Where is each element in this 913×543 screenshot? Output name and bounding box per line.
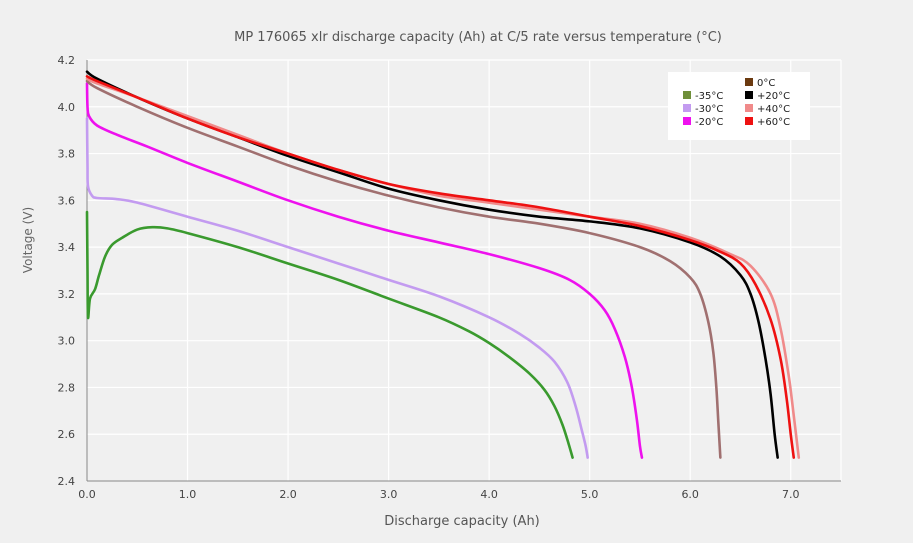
x-tick-label: 7.0 [782, 488, 800, 501]
y-tick-label: 3.8 [58, 148, 76, 161]
legend-box [668, 72, 810, 140]
y-tick-label: 2.8 [58, 381, 76, 394]
x-tick-label: 6.0 [681, 488, 699, 501]
y-tick-label: 3.6 [58, 194, 76, 207]
legend-label: -20°C [695, 117, 723, 128]
y-tick-label: 3.2 [58, 288, 76, 301]
legend-swatch [683, 104, 691, 112]
x-tick-label: 4.0 [480, 488, 498, 501]
series-line-plus60c [85, 75, 796, 459]
x-axis-label: Discharge capacity (Ah) [384, 514, 540, 529]
legend-swatch [745, 78, 753, 86]
series-line-plus0c [85, 79, 722, 459]
legend-swatch [745, 91, 753, 99]
series-line-plus40c [85, 77, 801, 459]
x-tick-label: 3.0 [380, 488, 398, 501]
y-tick-label: 2.6 [58, 428, 76, 441]
legend-swatch [745, 117, 753, 125]
legend-label: +20°C [757, 91, 790, 102]
legend-label: -30°C [695, 104, 723, 115]
legend-label: -35°C [695, 91, 723, 102]
y-axis-label: Voltage (V) [21, 207, 35, 273]
y-tick-label: 3.0 [58, 335, 76, 348]
series-line-minus30c [85, 117, 589, 459]
legend-label: 0°C [757, 78, 775, 89]
x-tick-label: 5.0 [581, 488, 599, 501]
legend-swatch [683, 117, 691, 125]
series-line-minus20c [85, 82, 644, 459]
legend-label: +60°C [757, 117, 790, 128]
chart-title: MP 176065 xlr discharge capacity (Ah) at… [234, 30, 722, 45]
y-tick-label: 3.4 [58, 241, 76, 254]
y-tick-label: 4.0 [58, 101, 76, 114]
legend-label: +40°C [757, 104, 790, 115]
x-tick-label: 0.0 [78, 488, 96, 501]
y-tick-label: 4.2 [58, 54, 76, 67]
legend-swatch [745, 104, 753, 112]
legend-swatch [683, 91, 691, 99]
y-tick-label: 2.4 [58, 475, 76, 488]
legend: -35°C -30°C -20°C 0°C +20°C +40°C +60°C [668, 72, 810, 140]
x-tick-label: 2.0 [279, 488, 297, 501]
series-lines [85, 70, 801, 459]
x-tick-label: 1.0 [179, 488, 197, 501]
series-line-minus35c [85, 210, 574, 459]
